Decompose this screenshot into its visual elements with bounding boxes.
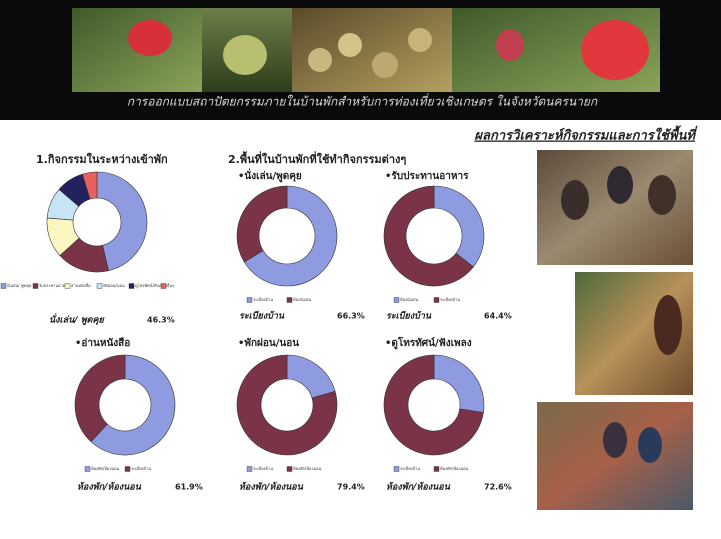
donut-segment	[243, 185, 338, 287]
legend-label: ระเบียงบ้าน	[253, 466, 273, 471]
legend-label: ดูโทรทัศน์/ฟังเพลง	[135, 283, 167, 289]
donut-segment	[383, 185, 474, 287]
legend-label: นั่งเล่น/ พูดคุย	[7, 283, 31, 289]
heading: ผลการวิเคราะห์กิจกรรมและการใช้พื้นที่	[474, 125, 698, 144]
caption-label: ห้องพัก/ห้องนอน	[77, 482, 142, 493]
legend-swatch	[128, 283, 135, 289]
section-title: 2.พื้นที่ในบ้านพักที่ใช้ทำกิจกรรมต่างๆ	[228, 151, 406, 166]
chart-title: •พักผ่อน/นอน	[238, 337, 299, 349]
legend-label: ห้องพัก/ห้องนอน	[293, 466, 322, 471]
donut-segment	[82, 171, 98, 200]
legend-swatch	[124, 466, 131, 472]
legend-swatch	[96, 283, 103, 289]
caption-value: 79.4%	[337, 483, 365, 492]
legend-label: อ่านหนังสือ	[71, 283, 91, 288]
legend-label: ระเบียงบ้าน	[253, 297, 273, 302]
donut-segment	[236, 185, 288, 263]
legend-label: ห้องนั่งเล่น	[293, 297, 311, 302]
legend-swatch	[0, 283, 7, 289]
legend-swatch	[84, 466, 91, 472]
legend-label: ห้องนั่งเล่น	[400, 297, 418, 302]
donut-segment	[286, 354, 336, 399]
donut-segment	[433, 354, 485, 413]
caption-value: 72.6%	[484, 483, 512, 492]
legend-swatch	[286, 297, 293, 303]
legend-swatch	[246, 466, 253, 472]
chart-title: •รับประทานอาหาร	[385, 170, 469, 182]
legend-label: ห้องพัก/ห้องนอน	[91, 466, 120, 471]
legend-swatch	[393, 466, 400, 472]
donut-segment	[74, 354, 126, 443]
legend-label: รับประทานอาหาร	[39, 283, 71, 288]
caption-label: ระเบียงบ้าน	[386, 311, 432, 322]
donut-segment	[433, 185, 485, 268]
caption-value: 61.9%	[175, 483, 203, 492]
legend-label: อื่นๆ	[166, 283, 174, 288]
chart-title: •ดูโทรทัศน์/ฟังเพลง	[385, 336, 472, 350]
chart-title: •นั่งเล่น/พูดคุย	[238, 168, 302, 183]
legend-label: ระเบียงบ้าน	[440, 297, 460, 302]
donut-segment	[383, 354, 484, 456]
donut-segment	[236, 354, 338, 456]
caption-label: ระเบียงบ้าน	[239, 311, 285, 322]
legend-swatch	[286, 466, 293, 472]
donut-segment	[96, 171, 148, 272]
legend-label: พักผ่อน/นอน	[103, 283, 125, 288]
banner-photos	[72, 8, 660, 92]
caption-value: 46.3%	[147, 316, 175, 325]
donut-segment	[90, 354, 176, 456]
legend-swatch	[160, 283, 167, 289]
caption-value: 66.3%	[337, 312, 365, 321]
caption-label: นั่งเล่น/ พูดคุย	[49, 313, 106, 326]
chart-title: 1.กิจกรรมในระหว่างเข้าพัก	[36, 152, 168, 166]
legend-swatch	[246, 297, 253, 303]
legend-swatch	[64, 283, 71, 289]
caption-value: 64.4%	[484, 312, 512, 321]
chart-title: •อ่านหนังสือ	[75, 337, 130, 349]
legend-swatch	[32, 283, 39, 289]
banner-title: การออกแบบสถาปัตยกรรมภายในบ้านพักสำหรับกา…	[127, 93, 598, 109]
legend-swatch	[433, 297, 440, 303]
legend-swatch	[393, 297, 400, 303]
photos	[537, 150, 693, 510]
legend-swatch	[433, 466, 440, 472]
legend-label: ระเบียงบ้าน	[131, 466, 151, 471]
legend-label: ระเบียงบ้าน	[400, 466, 420, 471]
legend-label: ห้องพัก/ห้องนอน	[440, 466, 469, 471]
caption-label: ห้องพัก/ห้องนอน	[239, 482, 304, 493]
caption-label: ห้องพัก/ห้องนอน	[386, 482, 451, 493]
